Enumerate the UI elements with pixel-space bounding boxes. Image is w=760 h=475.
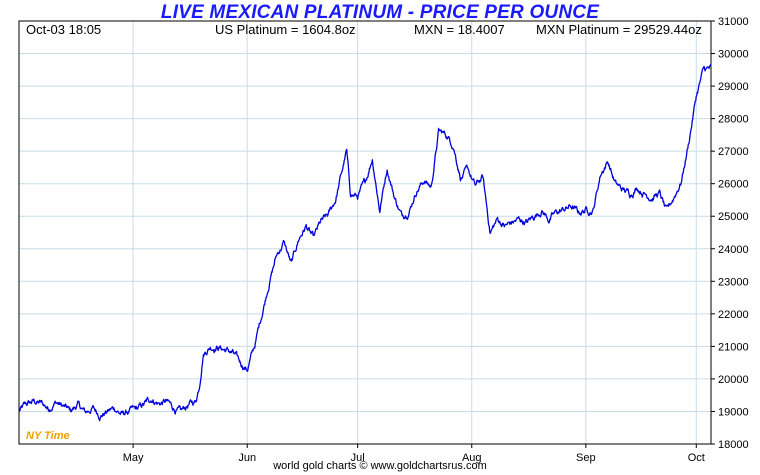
x-axis: May Jun Jul Aug Sep Oct	[123, 444, 705, 464]
us-price-label: US Platinum = 1604.8oz	[215, 22, 356, 37]
y-tick-label: 20000	[718, 374, 749, 386]
y-tick-label: 18000	[718, 439, 749, 451]
grid-layer	[19, 21, 711, 444]
x-tick-label: Sep	[576, 452, 596, 464]
date-time-label: Oct-03 18:05	[26, 22, 102, 37]
y-tick-label: 23000	[718, 276, 749, 288]
y-tick-label: 30000	[718, 49, 749, 61]
y-tick-label: 28000	[718, 114, 749, 126]
footer-credit: world gold charts © www.goldchartsrus.co…	[273, 460, 487, 472]
price-series-line	[18, 63, 712, 422]
x-tick-label: Jun	[238, 452, 256, 464]
y-tick-label: 25000	[718, 211, 749, 223]
local-price-label: MXN Platinum = 29529.44oz	[536, 22, 702, 37]
y-axis: 18000 19000 20000 21000 22000 23000 24000 25000…	[711, 16, 749, 451]
y-tick-label: 21000	[718, 341, 749, 353]
x-tick-label: May	[123, 452, 144, 464]
plot-frame	[18, 20, 712, 445]
y-tick-label: 31000	[718, 16, 749, 28]
y-tick-label: 24000	[718, 244, 749, 256]
chart-title: LIVE MEXICAN PLATINUM - PRICE PER OUNCE	[160, 2, 600, 23]
y-tick-label: 19000	[718, 406, 749, 418]
fx-rate-label: MXN = 18.4007	[414, 22, 505, 37]
y-tick-label: 29000	[718, 81, 749, 93]
y-tick-label: 26000	[718, 179, 749, 191]
y-tick-label: 27000	[718, 146, 749, 158]
x-tick-label: Aug	[462, 452, 482, 464]
x-tick-label: Jul	[351, 452, 365, 464]
series-layer	[18, 63, 712, 422]
x-tick-label: Oct	[688, 452, 705, 464]
timezone-label: NY Time	[26, 430, 70, 442]
y-tick-label: 22000	[718, 309, 749, 321]
